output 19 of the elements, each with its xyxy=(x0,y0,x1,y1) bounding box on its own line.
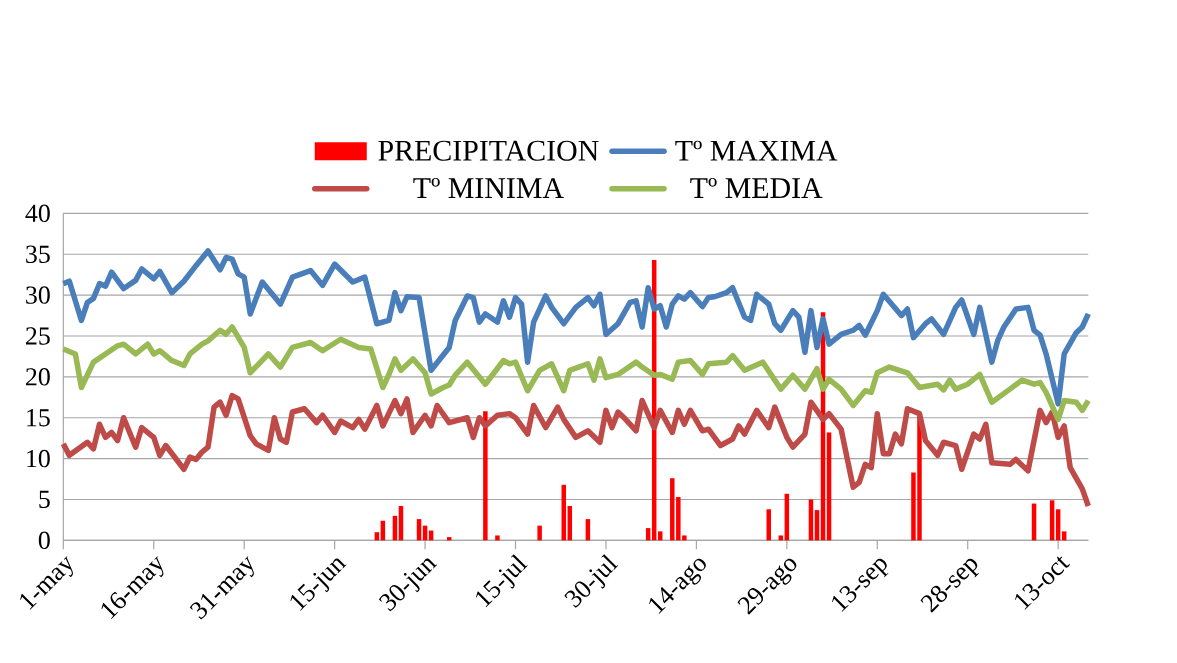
y-tick-label: 20 xyxy=(26,368,50,386)
bar xyxy=(537,525,542,541)
y-tick-label: 10 xyxy=(27,449,50,468)
y-tick-label: 30 xyxy=(26,286,50,304)
legend-label: Tº MAXIMA xyxy=(675,140,838,161)
y-tick-label: 25 xyxy=(26,327,50,345)
bar xyxy=(483,411,488,541)
y-tick-label: 35 xyxy=(26,245,50,263)
y-tick-label: 15 xyxy=(27,409,50,427)
bar xyxy=(778,535,784,541)
legend-label: PRECIPITACION xyxy=(378,140,599,161)
y-tick-label: 5 xyxy=(39,490,50,509)
bar xyxy=(1061,531,1067,541)
legend-label: Tº MINIMA xyxy=(413,178,564,198)
bar xyxy=(495,535,500,541)
y-tick-label: 0 xyxy=(38,531,50,550)
bar xyxy=(657,531,663,541)
y-tick-label: 40 xyxy=(25,204,50,223)
legend-label: Tº MEDIA xyxy=(690,178,823,198)
